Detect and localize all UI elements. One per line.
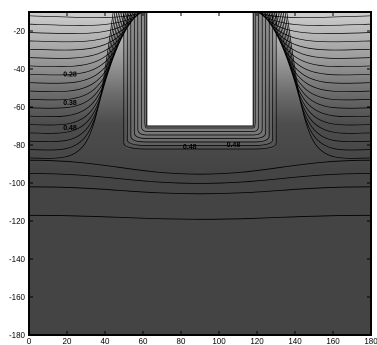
x-tick-label: 0: [27, 337, 32, 345]
contour-line: [144, 12, 256, 129]
contour-label: 0.48: [63, 125, 77, 132]
x-tick-label: 120: [250, 337, 264, 345]
contour-line: [29, 214, 371, 220]
contour-line: [286, 12, 371, 159]
axis-ticks: [28, 12, 372, 336]
contour-line: [29, 12, 121, 126]
contour-line: [270, 12, 371, 84]
contour-label: 0.48: [183, 144, 197, 151]
x-tick-label: 180: [364, 337, 377, 345]
y-tick-label: -100: [9, 179, 26, 188]
contour-line: [29, 159, 371, 175]
plot-frame: [28, 11, 372, 336]
contour-line: [29, 12, 130, 84]
contour-line: [140, 12, 260, 132]
contour-line: [272, 12, 371, 93]
x-tick-label: 140: [288, 337, 302, 345]
contour-line: [275, 12, 371, 109]
contour-lines: [29, 12, 371, 220]
contour-label: 0.48: [227, 142, 241, 149]
x-tick-labels: 0 20 40 60 80 100 120 140 160 180: [27, 337, 377, 345]
contour-line: [29, 12, 127, 101]
contour-line: [29, 186, 371, 195]
contour-line: [29, 12, 136, 59]
x-tick-label: 60: [139, 337, 148, 345]
contour-line: [130, 12, 270, 143]
x-tick-label: 40: [101, 337, 110, 345]
contour-line: [279, 12, 371, 126]
y-tick-label: -160: [9, 293, 26, 302]
contour-line: [273, 12, 371, 101]
contour-line: [29, 12, 134, 68]
contour-line: [264, 12, 371, 59]
contour-line: [29, 173, 371, 184]
contour-line: [137, 12, 263, 136]
y-tick-labels: -20 -40 -60 -80 -100 -120 -140 -160 -180: [9, 27, 26, 340]
contour-line: [29, 12, 125, 109]
contour-labels: 0.28 0.38 0.48 0.48 0.48: [63, 72, 240, 151]
y-tick-label: -140: [9, 255, 26, 264]
excluded-region: [146, 12, 254, 127]
y-tick-label: -180: [9, 331, 26, 340]
contour-line: [126, 12, 274, 146]
contour-line: [282, 12, 371, 143]
contour-label: 0.28: [63, 72, 77, 79]
contour-line: [29, 12, 123, 118]
contour-line: [29, 12, 119, 134]
contour-line: [133, 12, 267, 139]
y-tick-label: -60: [13, 103, 25, 112]
y-tick-label: -120: [9, 217, 26, 226]
contour-line: [284, 12, 371, 151]
contour-line: [29, 12, 128, 93]
x-tick-label: 80: [177, 337, 186, 345]
contour-line: [281, 12, 371, 134]
x-tick-label: 20: [63, 337, 72, 345]
x-tick-label: 100: [212, 337, 226, 345]
y-tick-label: -80: [13, 141, 25, 150]
contour-line: [266, 12, 371, 68]
contour-label: 0.38: [63, 100, 77, 107]
x-tick-label: 160: [326, 337, 340, 345]
y-tick-label: -20: [13, 27, 25, 36]
y-tick-label: -40: [13, 65, 25, 74]
contour-line: [29, 12, 118, 143]
contour-line: [29, 12, 114, 159]
contour-line: [29, 12, 116, 151]
contour-line: [277, 12, 371, 118]
contour-line: [123, 12, 277, 150]
